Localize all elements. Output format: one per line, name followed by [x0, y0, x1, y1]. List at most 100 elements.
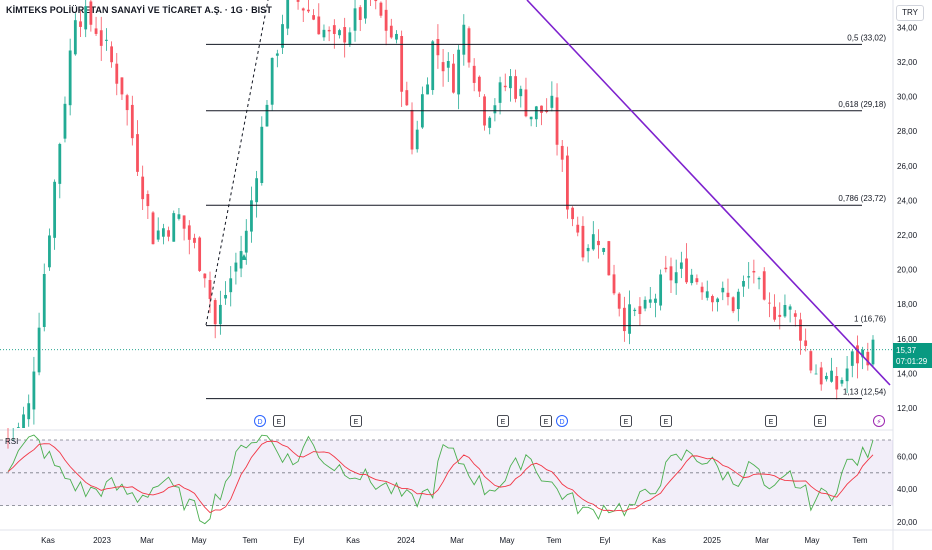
candle-body	[840, 379, 844, 384]
price-tick-label: 28,00	[897, 127, 918, 136]
candle-body	[84, 6, 88, 30]
price-tick-label: 34,00	[897, 23, 918, 32]
candle-body	[591, 234, 595, 250]
x-tick-label: Mar	[755, 536, 769, 545]
downtrend-line	[526, 0, 891, 386]
candle-body	[768, 302, 771, 304]
candle-body	[244, 230, 248, 253]
candle-body	[452, 63, 455, 93]
candle-body	[286, 0, 290, 29]
candle-body	[156, 230, 160, 240]
candle-body	[431, 41, 435, 91]
candle-body	[866, 351, 870, 366]
candle-body	[762, 271, 766, 300]
x-tick-label: May	[499, 536, 514, 545]
dividend-marker-label: D	[559, 419, 564, 426]
fib-level-label: 1,13 (12,54)	[843, 388, 886, 397]
candle-body	[571, 207, 574, 220]
candle-body	[115, 63, 119, 84]
candle-body	[374, 0, 378, 2]
candle-body	[436, 39, 440, 56]
candle-body	[830, 370, 833, 382]
earnings-marker	[540, 415, 552, 427]
candle-body	[845, 368, 849, 382]
candle-body	[94, 28, 98, 34]
candle-body	[462, 24, 466, 55]
x-tick-label: Kas	[652, 536, 666, 545]
x-tick-label: Tem	[242, 536, 257, 545]
candle-body	[757, 277, 761, 280]
candle-body	[353, 8, 357, 31]
currency-label[interactable]: TRY	[896, 5, 924, 21]
candle-body	[814, 373, 818, 375]
candle-body	[503, 85, 507, 88]
candle-body	[27, 403, 31, 420]
candle-body	[550, 95, 554, 108]
candle-body	[146, 194, 150, 207]
earnings-marker-label: E	[277, 419, 282, 426]
price-tick-label: 22,00	[897, 231, 918, 240]
candle-body	[555, 97, 559, 145]
candle-body	[301, 8, 305, 11]
candle-body	[322, 29, 326, 38]
candle-body	[151, 212, 155, 245]
candle-body	[669, 266, 673, 281]
candle-body	[389, 25, 393, 38]
pivot-marker	[241, 254, 247, 260]
fib-level-label: 0,618 (29,18)	[838, 100, 886, 109]
candle-body	[198, 237, 202, 271]
dividend-marker	[254, 415, 266, 427]
candle-body	[700, 286, 704, 293]
candle-body	[690, 274, 694, 284]
candle-body	[622, 307, 626, 332]
candle-body	[363, 0, 367, 19]
candle-body	[405, 90, 409, 106]
candle-body	[265, 104, 269, 127]
rsi-line	[7, 434, 874, 525]
candle-body	[514, 76, 518, 99]
candle-body	[58, 143, 62, 184]
fib-level-label: 1 (16,76)	[854, 315, 886, 324]
rsi-tick-label: 40,00	[897, 485, 918, 494]
fib-level-label: 0,5 (33,02)	[847, 33, 886, 42]
earnings-marker	[620, 415, 632, 427]
candle-body	[856, 345, 859, 364]
candle-body	[597, 240, 600, 246]
candle-body	[773, 306, 776, 320]
candle-body	[566, 155, 569, 210]
candle-body	[426, 84, 429, 95]
x-tick-label: Eyl	[599, 536, 610, 545]
earnings-marker	[660, 415, 672, 427]
candle-body	[332, 25, 336, 34]
candle-body	[524, 89, 528, 117]
candle-body	[218, 304, 222, 325]
candle-body	[16, 427, 20, 428]
candle-body	[804, 340, 808, 346]
candle-body	[130, 104, 134, 139]
x-tick-label: Tem	[852, 536, 867, 545]
dashed-trend-line	[205, 0, 269, 326]
dividend-marker-label: D	[257, 419, 262, 426]
candle-body	[586, 247, 590, 252]
candle-body	[654, 298, 657, 303]
dividend-marker	[556, 415, 568, 427]
candle-body	[519, 88, 523, 97]
candle-body	[716, 298, 720, 303]
candle-body	[125, 95, 129, 111]
candle-body	[260, 126, 264, 183]
candle-body	[793, 313, 797, 317]
x-tick-label: Eyl	[293, 536, 304, 545]
lightning-icon: ⚡	[877, 418, 882, 426]
x-tick-label: May	[191, 536, 206, 545]
candle-body	[187, 225, 191, 240]
candle-body	[53, 181, 57, 238]
candle-body	[182, 215, 186, 229]
candle-body	[560, 145, 564, 160]
candle-body	[317, 16, 321, 35]
candle-body	[234, 262, 238, 272]
candle-body	[255, 178, 259, 203]
candle-body	[534, 106, 538, 120]
candle-body	[788, 306, 792, 310]
candle-body	[307, 9, 310, 12]
